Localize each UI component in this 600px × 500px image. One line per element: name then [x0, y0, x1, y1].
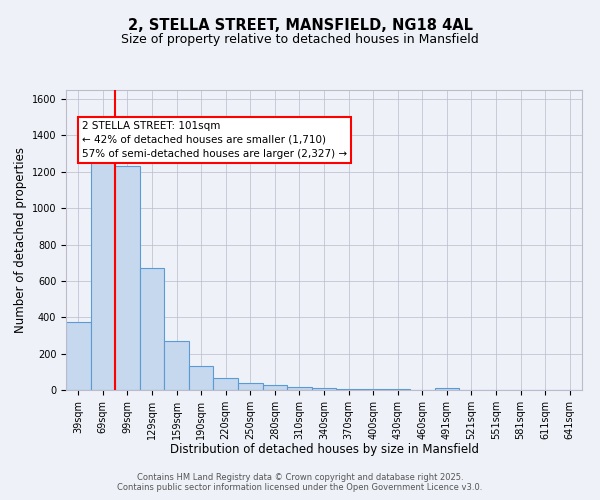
Bar	[214, 378, 238, 390]
Text: Contains HM Land Registry data © Crown copyright and database right 2025.
Contai: Contains HM Land Registry data © Crown c…	[118, 473, 482, 492]
Bar	[385, 389, 410, 390]
Bar	[287, 387, 312, 390]
Bar	[91, 154, 115, 390]
Bar	[361, 389, 385, 390]
Text: 2 STELLA STREET: 101sqm
← 42% of detached houses are smaller (1,710)
57% of semi: 2 STELLA STREET: 101sqm ← 42% of detache…	[82, 121, 347, 159]
Text: 2, STELLA STREET, MANSFIELD, NG18 4AL: 2, STELLA STREET, MANSFIELD, NG18 4AL	[128, 18, 473, 32]
Y-axis label: Number of detached properties: Number of detached properties	[14, 147, 28, 333]
Bar	[434, 388, 459, 390]
X-axis label: Distribution of detached houses by size in Mansfield: Distribution of detached houses by size …	[170, 444, 479, 456]
Bar	[115, 166, 140, 390]
Bar	[238, 383, 263, 390]
Text: Size of property relative to detached houses in Mansfield: Size of property relative to detached ho…	[121, 32, 479, 46]
Bar	[164, 341, 189, 390]
Bar	[66, 322, 91, 390]
Bar	[336, 389, 361, 390]
Bar	[263, 386, 287, 390]
Bar	[189, 366, 214, 390]
Bar	[140, 268, 164, 390]
Bar	[312, 388, 336, 390]
